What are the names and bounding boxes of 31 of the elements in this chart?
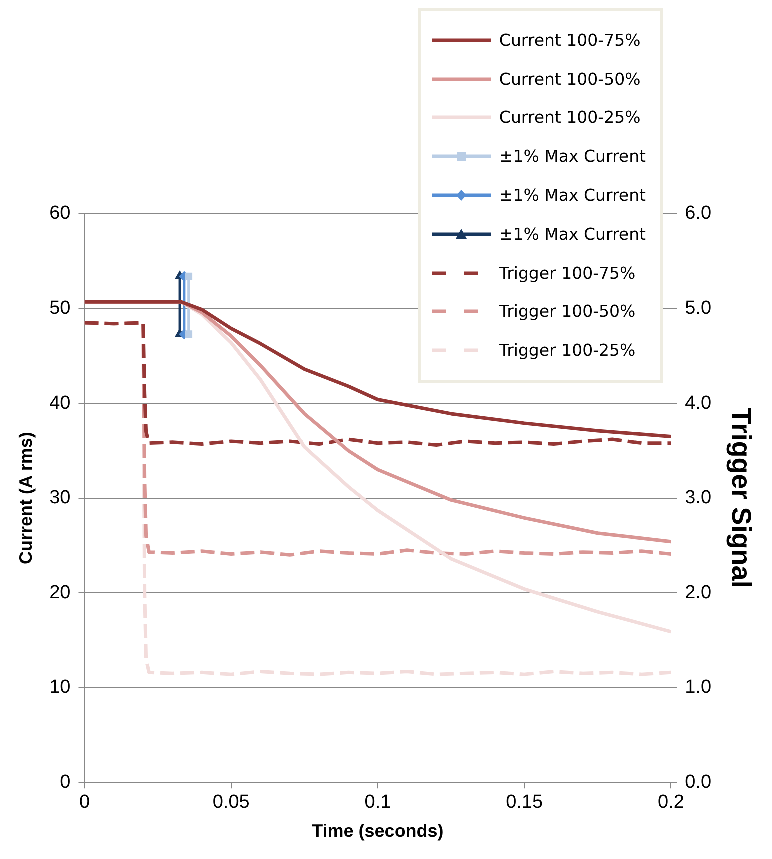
y-tick-label: 20	[50, 582, 71, 604]
y2-tick-label: 1.0	[685, 677, 712, 698]
x-axis-title: Time (seconds)	[312, 821, 444, 842]
legend-label: Current 100-25%	[499, 108, 641, 128]
x-tick-label: 0.15	[506, 792, 544, 814]
legend-label: Trigger 100-25%	[499, 341, 636, 360]
legend-label: Trigger 100-50%	[499, 302, 636, 322]
y-tick-label: 60	[50, 203, 71, 224]
x-tick-label: 0	[79, 792, 90, 814]
y2-tick-label: 6.0	[685, 203, 712, 224]
y2-axis-title: Trigger Signal	[726, 408, 756, 588]
legend-label: ±1% Max Current	[499, 147, 646, 166]
y-axis-title: Current (A rms)	[16, 432, 36, 564]
y2-tick-label: 5.0	[685, 298, 712, 319]
y-tick-label: 50	[50, 298, 71, 319]
y2-tick-label: 3.0	[685, 488, 712, 509]
y-tick-label: 0	[60, 772, 71, 793]
y2-tick-label: 4.0	[685, 392, 712, 414]
y-tick-label: 10	[50, 677, 71, 698]
y-tick-label: 40	[50, 392, 71, 414]
legend-label: ±1% Max Current	[499, 186, 646, 206]
y2-tick-label: 0.0	[685, 772, 712, 793]
x-tick-label: 0.05	[212, 792, 250, 814]
legend-label: Current 100-50%	[499, 70, 641, 89]
y2-tick-label: 2.0	[685, 582, 712, 604]
legend-label: ±1% Max Current	[499, 224, 646, 244]
x-tick-label: 0.2	[658, 792, 684, 814]
y-tick-label: 30	[50, 488, 71, 509]
legend-label: Current 100-75%	[499, 30, 641, 50]
legend-label: Trigger 100-75%	[499, 264, 636, 283]
x-tick-label: 0.1	[364, 792, 392, 814]
